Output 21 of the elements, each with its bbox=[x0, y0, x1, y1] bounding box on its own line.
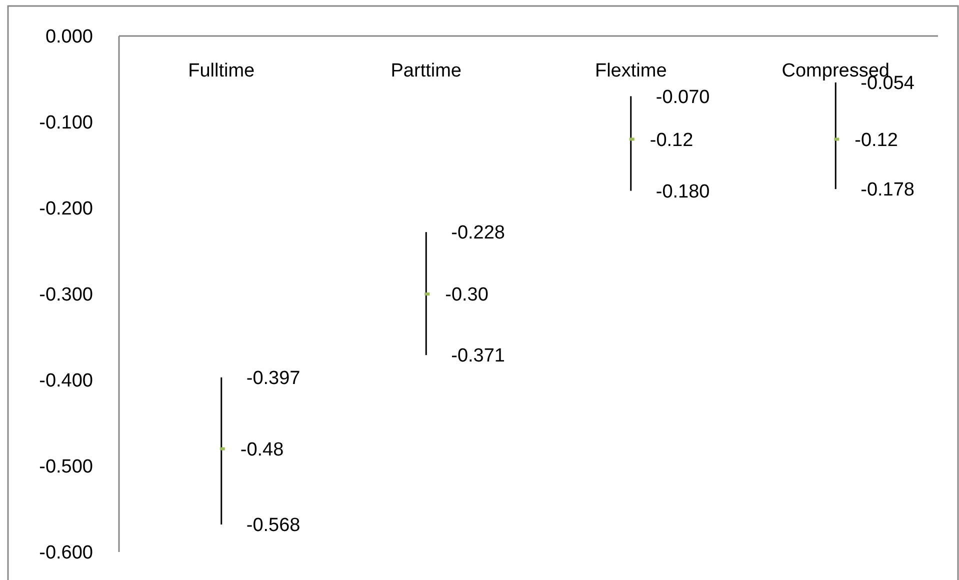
annotation: -0.568 bbox=[246, 515, 300, 536]
y-tick-label: -0.300 bbox=[39, 284, 93, 306]
y-tick-label: -0.100 bbox=[39, 112, 93, 134]
y-tick-label: -0.600 bbox=[39, 542, 93, 564]
annotation: -0.070 bbox=[656, 86, 710, 108]
y-tick-label: -0.500 bbox=[39, 456, 93, 478]
data-label: -0.12 bbox=[854, 130, 898, 151]
data-label: -0.48 bbox=[240, 439, 284, 460]
x-tick-label: Parttime bbox=[390, 60, 462, 82]
data-label: -0.30 bbox=[445, 284, 488, 306]
annotation: -0.371 bbox=[451, 346, 505, 367]
annotation: -0.397 bbox=[246, 368, 300, 390]
x-tick-label: Fulltime bbox=[188, 60, 255, 82]
annotation: -0.228 bbox=[451, 222, 505, 244]
annotation: -0.180 bbox=[656, 181, 710, 202]
annotation: -0.178 bbox=[860, 180, 914, 201]
data-label: -0.12 bbox=[650, 130, 694, 151]
y-tick-label: -0.200 bbox=[39, 198, 93, 220]
x-tick-label: Flextime bbox=[594, 60, 667, 82]
y-tick-label: -0.400 bbox=[39, 370, 93, 392]
y-tick-label: 0.000 bbox=[45, 26, 93, 48]
